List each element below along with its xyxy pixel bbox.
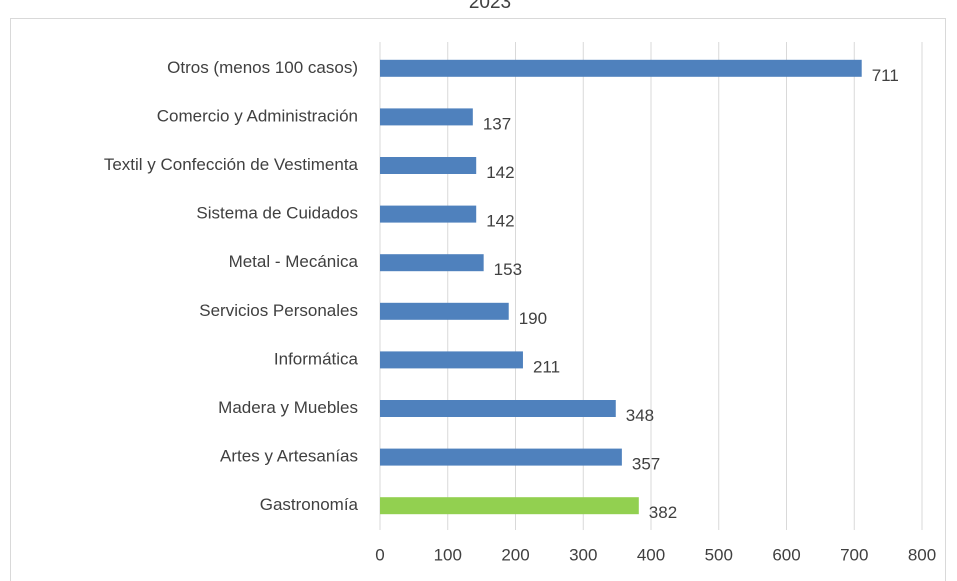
bar (380, 59, 862, 77)
y-tick-label: Comercio y Administración (157, 106, 358, 125)
x-tick-label: 500 (705, 545, 733, 564)
x-tick-label: 700 (840, 545, 868, 564)
y-tick-label: Servicios Personales (199, 301, 358, 320)
bar (380, 108, 473, 126)
data-label: 711 (872, 66, 899, 85)
x-tick-label: 100 (434, 545, 462, 564)
y-tick-label: Gastronomía (260, 495, 359, 514)
data-label: 190 (519, 309, 547, 328)
y-tick-label: Madera y Muebles (218, 398, 358, 417)
chart-title: 2023 (469, 0, 511, 13)
bar (380, 302, 509, 320)
y-tick-label: Artes y Artesanías (220, 447, 358, 466)
bar (380, 254, 484, 272)
x-tick-label: 400 (637, 545, 665, 564)
bar (380, 448, 622, 466)
bar (380, 497, 639, 515)
data-label: 142 (486, 212, 514, 231)
bar (380, 157, 477, 174)
y-tick-label: Metal - Mecánica (229, 252, 359, 271)
chart-frame (10, 18, 946, 581)
data-label: 211 (533, 357, 560, 376)
bar (380, 400, 616, 417)
x-tick-label: 800 (908, 545, 936, 564)
data-label: 142 (486, 163, 514, 182)
x-tick-label: 600 (772, 545, 800, 564)
x-tick-label: 200 (501, 545, 529, 564)
data-label: 357 (632, 455, 660, 474)
data-label: 137 (483, 114, 511, 133)
y-tick-label: Otros (menos 100 casos) (167, 58, 358, 77)
y-tick-label: Sistema de Cuidados (196, 204, 358, 223)
data-label: 382 (649, 503, 677, 522)
y-tick-label: Informática (274, 349, 359, 368)
x-tick-label: 300 (569, 545, 597, 564)
bar (380, 205, 477, 223)
bar (380, 351, 523, 369)
data-label: 153 (494, 260, 522, 279)
y-tick-label: Textil y Confección de Vestimenta (104, 155, 359, 174)
x-tick-label: 0 (375, 545, 384, 564)
data-label: 348 (626, 406, 654, 425)
